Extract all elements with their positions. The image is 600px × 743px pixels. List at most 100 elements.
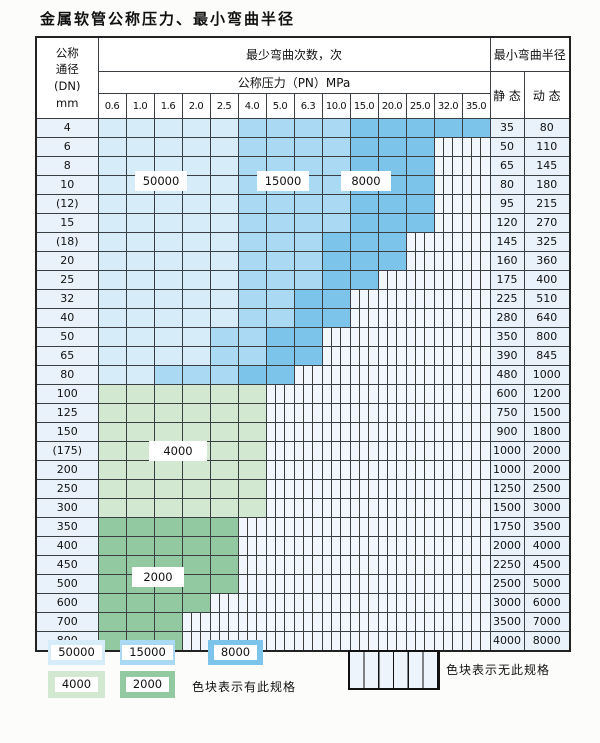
no-spec-cell — [265, 460, 295, 480]
spec-cell — [97, 612, 127, 632]
dn-cell: 4 — [35, 118, 99, 138]
spec-cell — [153, 403, 183, 423]
table-row: 65 390 845 — [35, 346, 571, 366]
static-value-cell: 1750 — [489, 517, 525, 537]
static-value-cell: 50 — [489, 137, 525, 157]
spec-cell — [97, 574, 127, 594]
spec-cell — [125, 384, 155, 404]
no-spec-cell — [265, 555, 295, 575]
spec-cell — [181, 194, 211, 214]
no-spec-cell — [293, 555, 323, 575]
spec-cell — [377, 213, 407, 233]
static-value-cell: 2000 — [489, 536, 525, 556]
dn-cell: 250 — [35, 479, 99, 499]
no-spec-cell — [377, 574, 407, 594]
no-spec-cell — [461, 346, 491, 366]
no-spec-cell — [377, 346, 407, 366]
no-spec-cell — [349, 574, 379, 594]
table-row: 25 175 400 — [35, 270, 571, 290]
spec-cell — [125, 346, 155, 366]
spec-cell — [209, 346, 239, 366]
no-spec-cell — [293, 498, 323, 518]
dn-cell: (12) — [35, 194, 99, 214]
dn-cell: 450 — [35, 555, 99, 575]
no-spec-cell — [461, 536, 491, 556]
pressure-header-cell: 5.0 — [265, 93, 295, 119]
no-spec-cell — [377, 270, 407, 290]
spec-cell — [97, 593, 127, 613]
cycles-header-cell: 最少弯曲次数，次 — [97, 36, 491, 72]
spec-cell — [237, 118, 267, 138]
no-spec-cell — [433, 479, 463, 499]
no-spec-cell — [405, 270, 435, 290]
static-value-cell: 2250 — [489, 555, 525, 575]
table-row: 300 1500 3000 — [35, 498, 571, 518]
no-spec-cell — [433, 403, 463, 423]
static-value-cell: 480 — [489, 365, 525, 385]
no-spec-cell — [349, 441, 379, 461]
no-spec-cell — [321, 631, 351, 652]
table-row: 15 120 270 — [35, 213, 571, 233]
spec-cell — [125, 612, 155, 632]
spec-cell — [153, 612, 183, 632]
dynamic-value-cell: 110 — [523, 137, 571, 157]
no-spec-cell — [433, 536, 463, 556]
legend-swatch-2000-label: 2000 — [125, 677, 170, 692]
spec-cell — [405, 175, 435, 195]
static-value-cell: 1500 — [489, 498, 525, 518]
static-value-cell: 1000 — [489, 460, 525, 480]
no-spec-cell — [377, 631, 407, 652]
spec-cell — [153, 346, 183, 366]
spec-cell — [237, 422, 267, 442]
spec-cell — [97, 213, 127, 233]
spec-cell — [209, 213, 239, 233]
no-spec-cell — [461, 232, 491, 252]
dynamic-value-cell: 3500 — [523, 517, 571, 537]
no-spec-cell — [349, 536, 379, 556]
no-spec-cell — [433, 460, 463, 480]
no-spec-cell — [237, 517, 267, 537]
no-spec-cell — [405, 536, 435, 556]
spec-cell — [181, 593, 211, 613]
no-spec-cell — [237, 593, 267, 613]
no-spec-cell — [405, 346, 435, 366]
no-spec-cell — [433, 574, 463, 594]
spec-cell — [153, 232, 183, 252]
pressure-header-cell: 35.0 — [461, 93, 491, 119]
no-spec-cell — [321, 479, 351, 499]
spec-cell — [293, 308, 323, 328]
spec-cell — [153, 536, 183, 556]
no-spec-cell — [293, 441, 323, 461]
spec-cell — [97, 156, 127, 176]
spec-cell — [209, 327, 239, 347]
legend-swatch-50000-label: 50000 — [51, 645, 102, 660]
no-spec-cell — [377, 498, 407, 518]
no-spec-cell — [265, 517, 295, 537]
no-spec-cell — [265, 574, 295, 594]
spec-cell — [321, 308, 351, 328]
pressure-header-cell: 2.5 — [209, 93, 239, 119]
no-spec-cell — [321, 384, 351, 404]
spec-cell — [209, 156, 239, 176]
spec-cell — [181, 498, 211, 518]
dynamic-value-cell: 7000 — [523, 612, 571, 632]
no-spec-cell — [349, 555, 379, 575]
table-row: 250 1250 2500 — [35, 479, 571, 499]
table-row: 450 2250 4500 — [35, 555, 571, 575]
spec-cell — [97, 517, 127, 537]
no-spec-cell — [377, 289, 407, 309]
region-label-50000: 50000 — [135, 171, 187, 191]
no-spec-cell — [209, 593, 239, 613]
no-spec-cell — [405, 631, 435, 652]
dn-cell: 400 — [35, 536, 99, 556]
spec-cell — [237, 289, 267, 309]
table-row: 100 600 1200 — [35, 384, 571, 404]
spec-cell — [181, 536, 211, 556]
legend-swatch-4000-label: 4000 — [54, 677, 99, 692]
spec-cell — [153, 270, 183, 290]
no-spec-cell — [349, 327, 379, 347]
spec-cell — [209, 289, 239, 309]
no-spec-cell — [237, 612, 267, 632]
no-spec-cell — [293, 631, 323, 652]
no-spec-cell — [461, 479, 491, 499]
